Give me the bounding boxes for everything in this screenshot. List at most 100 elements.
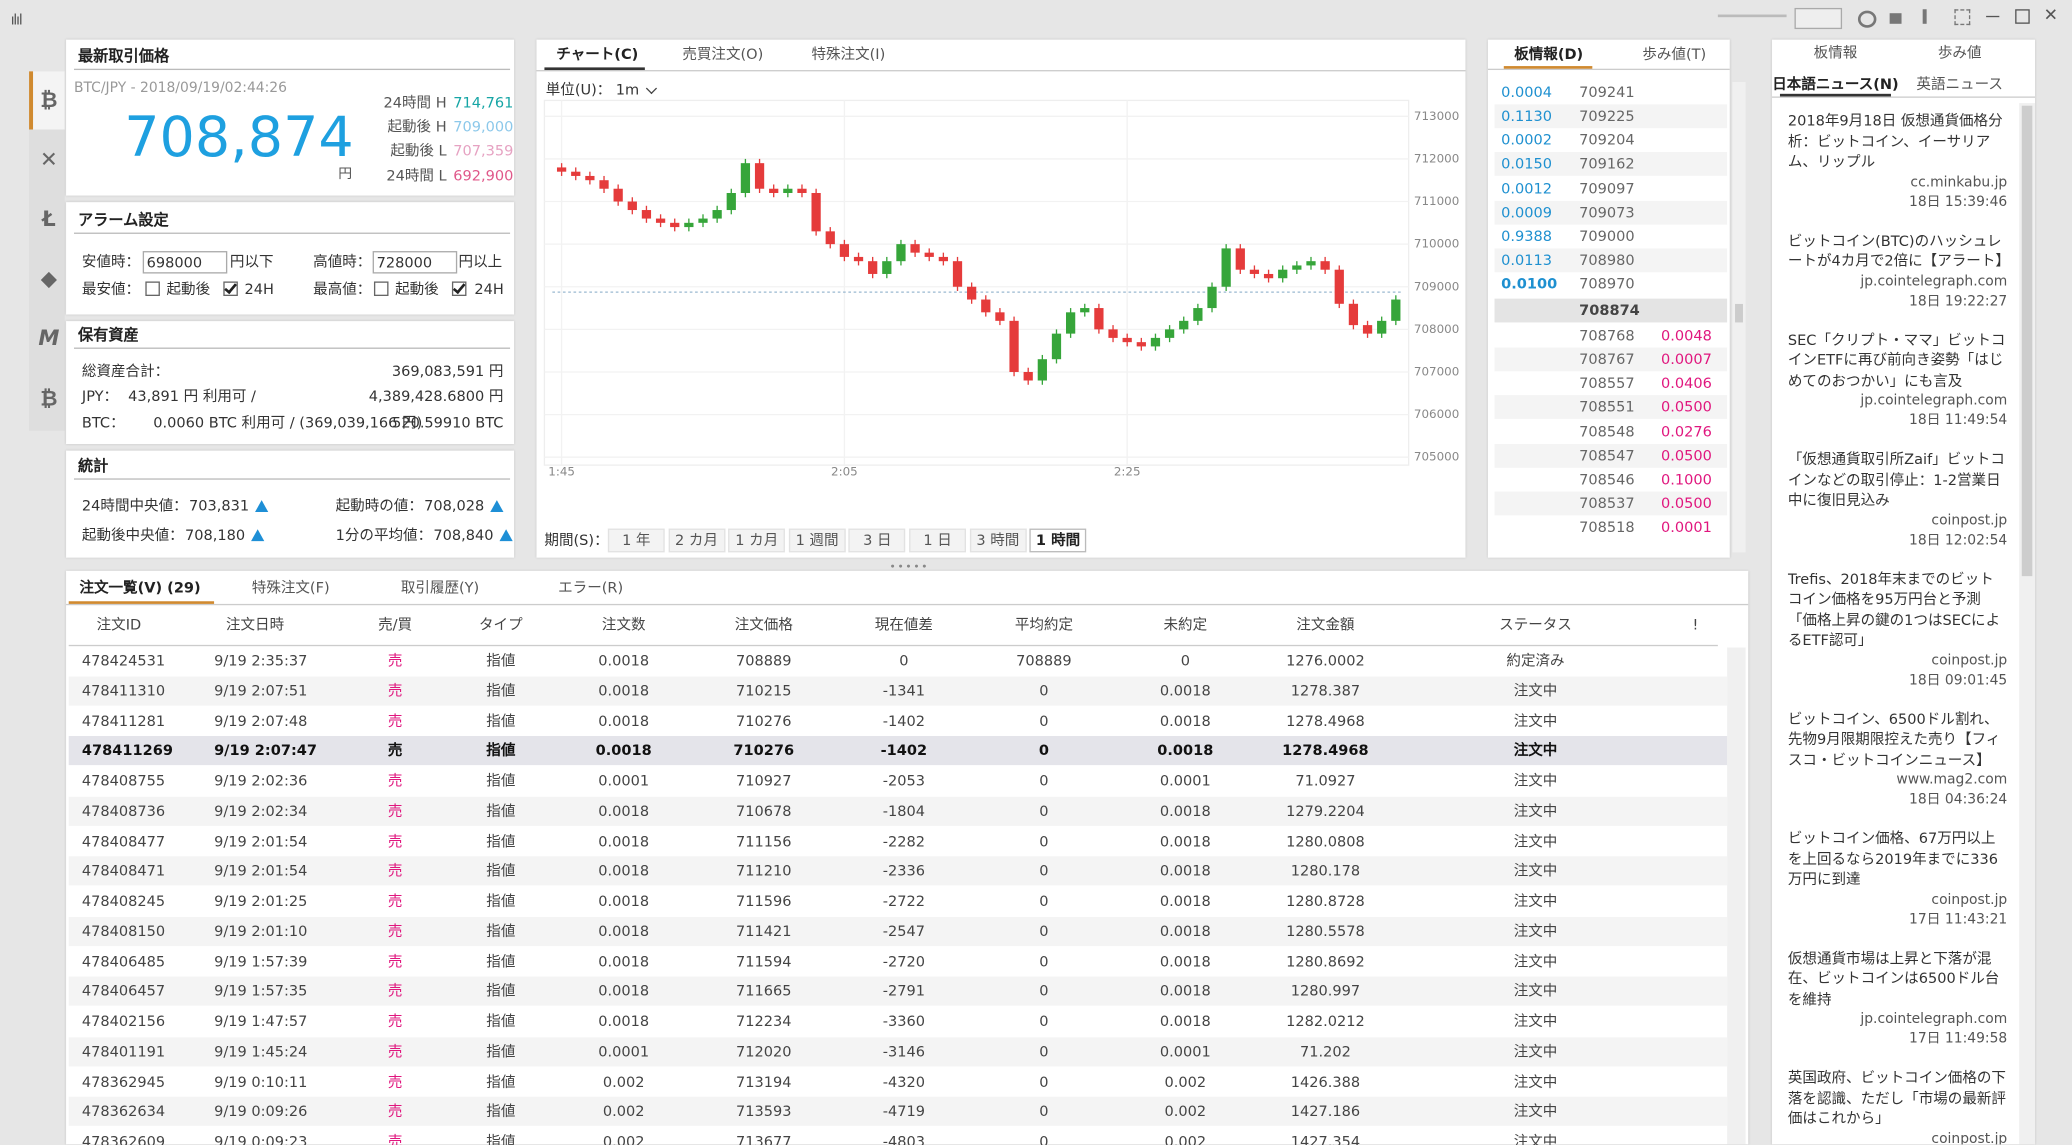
scrollbar-thumb[interactable] bbox=[2021, 105, 2033, 577]
period-button[interactable] bbox=[607, 528, 665, 553]
column-header[interactable]: 注文日時 bbox=[225, 616, 285, 634]
scrollbar[interactable] bbox=[2019, 103, 2036, 1145]
active-tab-underline bbox=[1503, 66, 1593, 69]
coin-sidebar bbox=[29, 71, 65, 431]
checkbox[interactable] bbox=[451, 281, 467, 297]
selected-row[interactable] bbox=[68, 736, 1728, 766]
zoom-slider[interactable] bbox=[1717, 14, 1787, 18]
low-input[interactable]: 698000 bbox=[142, 251, 228, 274]
column-header[interactable]: 平均約定 bbox=[1014, 616, 1074, 634]
news-tab[interactable]: 日本語ニュース(N) bbox=[1772, 75, 1899, 94]
column-header[interactable]: タイプ bbox=[479, 616, 523, 634]
row-stripe[interactable] bbox=[68, 1036, 1728, 1067]
settings-button[interactable] bbox=[1857, 10, 1877, 28]
chart-tab[interactable]: 特殊注文(I) bbox=[811, 45, 886, 63]
orderbook-tab[interactable]: 歩み値(T) bbox=[1642, 45, 1707, 63]
column-header[interactable]: 注文数 bbox=[601, 616, 646, 634]
row-stripe[interactable] bbox=[68, 796, 1728, 826]
bid-price: 708546 bbox=[1579, 470, 1635, 489]
news-item[interactable]: 2018年9月18日 仮想通貨価格分析：ビットコイン、イーサリアム、リップル cc… bbox=[1788, 111, 2007, 212]
lock-button[interactable] bbox=[1889, 13, 1902, 24]
candle-body bbox=[924, 252, 934, 257]
checkbox[interactable] bbox=[373, 281, 389, 297]
scrollbar-thumb[interactable] bbox=[1735, 303, 1743, 323]
period-button[interactable] bbox=[969, 528, 1027, 553]
period-button[interactable] bbox=[909, 528, 966, 553]
period-button[interactable] bbox=[668, 528, 725, 553]
row-stripe[interactable] bbox=[68, 1097, 1728, 1127]
news-item[interactable]: ビットコイン、6500ドル割れ、先物9月限期限控えた売り【フィスコ・ビットコイン… bbox=[1788, 709, 2007, 810]
ask-quantity: 0.0150 bbox=[1501, 155, 1553, 174]
order-cell: 0.002 bbox=[602, 1133, 645, 1145]
period-label[interactable]: 1 時間 bbox=[1035, 531, 1081, 550]
orders-tab[interactable]: 取引履歴(Y) bbox=[400, 579, 480, 597]
period-button[interactable] bbox=[728, 528, 786, 553]
coin-tab-active[interactable] bbox=[29, 71, 65, 130]
period-button[interactable] bbox=[1029, 528, 1087, 553]
order-cell: 0 bbox=[1039, 1042, 1049, 1061]
minimize-button[interactable] bbox=[1986, 15, 2000, 18]
row-stripe[interactable] bbox=[68, 676, 1728, 706]
period-button[interactable] bbox=[788, 528, 846, 553]
period-button[interactable] bbox=[848, 528, 906, 553]
splitter-grip[interactable]: ∙∙∙∙∙ bbox=[889, 560, 929, 573]
maximize-button[interactable] bbox=[2015, 9, 2030, 24]
checkbox[interactable] bbox=[145, 281, 160, 297]
column-header[interactable]: 注文金額 bbox=[1296, 616, 1355, 634]
chart-tab[interactable]: チャート(C) bbox=[556, 45, 639, 63]
column-header[interactable]: ステータス bbox=[1499, 616, 1572, 634]
scrollbar[interactable] bbox=[1727, 647, 1746, 1145]
news-tab[interactable]: 英語ニュース bbox=[1916, 75, 2003, 94]
order-cell: 0.002 bbox=[1164, 1103, 1207, 1121]
row-stripe[interactable] bbox=[68, 976, 1728, 1006]
high-input[interactable]: 728000 bbox=[372, 251, 458, 274]
close-button[interactable]: ✕ bbox=[2043, 5, 2059, 26]
coin-mona-icon[interactable]: M bbox=[38, 325, 60, 351]
side-tab[interactable]: 板情報 bbox=[1813, 44, 1858, 62]
column-header[interactable]: 現在値差 bbox=[874, 616, 933, 634]
side-tab[interactable]: 歩み値 bbox=[1937, 44, 1982, 62]
period-label[interactable]: 1 週間 bbox=[795, 531, 839, 550]
order-cell: -2547 bbox=[882, 922, 925, 940]
column-header[interactable]: 注文ID bbox=[96, 616, 142, 634]
coin-xrp-icon[interactable]: ✕ bbox=[40, 146, 58, 172]
theme-select[interactable] bbox=[1794, 7, 1843, 30]
orders-tab[interactable]: エラー(R) bbox=[558, 579, 624, 597]
expand-button[interactable] bbox=[1954, 9, 1971, 26]
row-stripe[interactable] bbox=[68, 856, 1728, 886]
coin-btc-icon[interactable]: ₿ bbox=[40, 87, 58, 113]
news-item[interactable]: 仮想通貨市場は上昇と下落が混在、ビットコインは6500ドル台を維持 jp.coin… bbox=[1788, 948, 2007, 1049]
news-item[interactable]: 「仮想通貨取引所Zaif」ビットコインなどの取引停止：1-2営業日中に復旧見込み… bbox=[1788, 449, 2007, 550]
row-stripe[interactable] bbox=[68, 916, 1728, 946]
orderbook-tab[interactable]: 板情報(D) bbox=[1514, 45, 1584, 63]
chart-tab[interactable]: 売買注文(O) bbox=[682, 45, 764, 63]
order-id: 478362609 bbox=[81, 1133, 166, 1145]
period-label[interactable]: 1 カ月 bbox=[735, 531, 779, 550]
period-label[interactable]: 1 日 bbox=[923, 531, 952, 550]
order-cell: 0 bbox=[1039, 952, 1049, 970]
scrollbar[interactable] bbox=[1732, 81, 1746, 553]
coin-ltc-icon[interactable]: Ł bbox=[42, 206, 56, 232]
unit-select[interactable]: 1m bbox=[615, 81, 640, 99]
news-item[interactable]: ビットコイン(BTC)のハッシュレートが4カ月で2倍に【アラート】 jp.coin… bbox=[1788, 231, 2007, 312]
news-item[interactable]: Trefis、2018年末までのビットコイン価格を95万円台と予測「価格上昇の鍵… bbox=[1788, 569, 2007, 691]
order-cell: 71.202 bbox=[1299, 1042, 1351, 1061]
column-header[interactable]: ! bbox=[1692, 616, 1699, 634]
pin-button[interactable] bbox=[1922, 9, 1927, 24]
orders-tab[interactable]: 特殊注文(F) bbox=[251, 579, 330, 597]
period-label[interactable]: 3 時間 bbox=[976, 531, 1020, 550]
order-date: 9/19 2:01:25 bbox=[214, 892, 308, 910]
column-header[interactable]: 未約定 bbox=[1163, 616, 1208, 634]
news-item[interactable]: ビットコイン価格、67万円以上を上回るなら2019年までに336万円に到達 coi… bbox=[1788, 829, 2007, 930]
column-header[interactable]: 売/買 bbox=[378, 616, 413, 634]
period-label[interactable]: 3 日 bbox=[863, 531, 892, 550]
period-label[interactable]: 2 カ月 bbox=[675, 531, 718, 550]
news-item[interactable]: 英国政府、ビットコイン価格の下落を認識、ただし「市場の最新評価はこれから」 coi… bbox=[1788, 1068, 2007, 1144]
column-header[interactable]: 注文価格 bbox=[734, 616, 793, 634]
checkbox[interactable] bbox=[223, 281, 238, 297]
coin-eth-icon[interactable]: ◆ bbox=[40, 265, 58, 291]
news-item[interactable]: SEC「クリプト・ママ」ビットコインETFに再び前向き姿勢「はじめてのおつかい」… bbox=[1788, 330, 2007, 431]
period-label[interactable]: 1 年 bbox=[622, 531, 651, 550]
coin-bch-icon[interactable]: ₿ bbox=[40, 385, 58, 411]
orders-tab[interactable]: 注文一覧(V) (29) bbox=[79, 579, 201, 597]
